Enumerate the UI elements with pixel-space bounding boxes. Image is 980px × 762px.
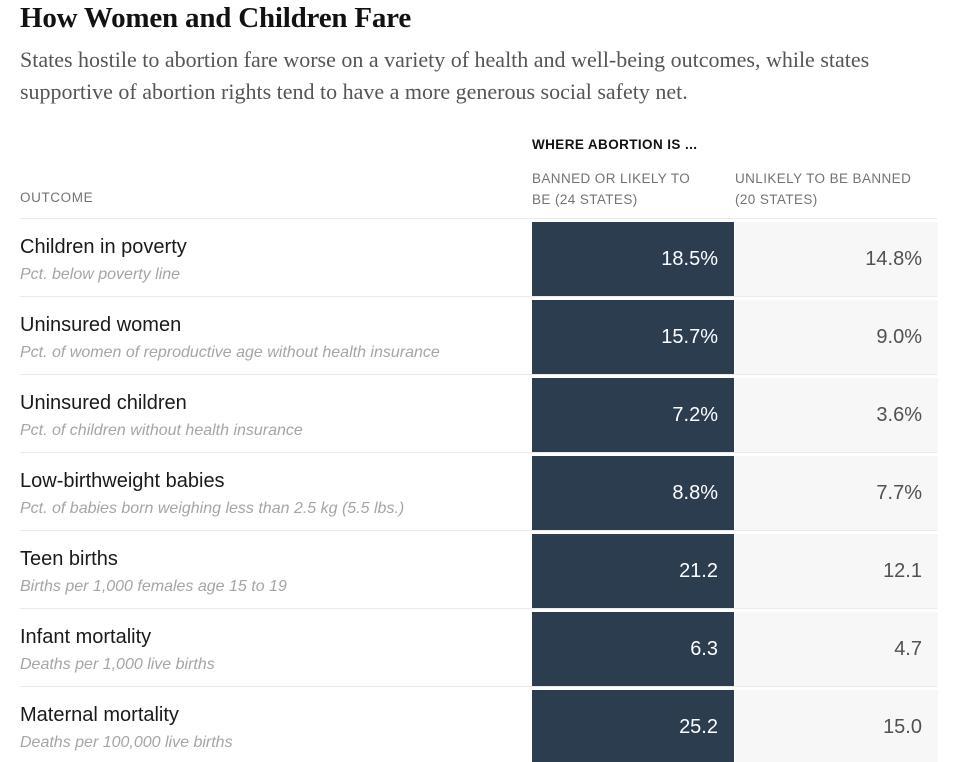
chart-subtitle: States hostile to abortion fare worse on… [20,47,870,104]
outcome-sublabel: Pct. of babies born weighing less than 2… [20,500,405,517]
row-header: Low-birthweight babies Pct. of babies bo… [20,470,510,518]
table-row: Children in poverty Pct. below poverty l… [0,218,980,296]
unlikely-value-cell: 9.0% [735,300,938,374]
row-header: Uninsured women Pct. of women of reprodu… [20,314,510,362]
row-header: Children in poverty Pct. below poverty l… [20,236,510,284]
outcome-label: Infant mortality [20,626,152,648]
banned-value-cell: 18.5% [532,222,734,296]
chart-title: How Women and Children Fare [20,2,411,34]
outcome-label: Teen births [20,548,118,570]
banned-value-cell: 6.3 [532,612,734,686]
unlikely-value-cell: 12.1 [735,534,938,608]
table-row: Uninsured women Pct. of women of reprodu… [0,296,980,374]
row-header: Infant mortality Deaths per 1,000 live b… [20,626,510,674]
unlikely-value-cell: 3.6% [735,378,938,452]
row-header: Teen births Births per 1,000 females age… [20,548,510,596]
table-row: Teen births Births per 1,000 females age… [0,530,980,608]
outcome-label: Uninsured women [20,314,182,336]
table-row: Uninsured children Pct. of children with… [0,374,980,452]
banned-column-header: BANNED OR LIKELY TO BE (24 STATES) [532,171,691,207]
outcome-sublabel: Deaths per 100,000 live births [20,734,233,751]
outcome-sublabel: Pct. of children without health insuranc… [20,422,303,439]
outcome-sublabel: Deaths per 1,000 live births [20,656,215,673]
banned-value-cell: 21.2 [532,534,734,608]
banned-value-cell: 7.2% [532,378,734,452]
unlikely-value-cell: 14.8% [735,222,938,296]
table-row: Low-birthweight babies Pct. of babies bo… [0,452,980,530]
outcome-label: Children in poverty [20,236,187,258]
table-row: Maternal mortality Deaths per 100,000 li… [0,686,980,762]
table-body: Children in poverty Pct. below poverty l… [0,218,980,762]
row-header: Uninsured children Pct. of children with… [20,392,510,440]
table-row: Infant mortality Deaths per 1,000 live b… [0,608,980,686]
unlikely-value-cell: 7.7% [735,456,938,530]
outcome-sublabel: Pct. below poverty line [20,266,181,283]
outcome-column-header: OUTCOME [20,190,94,205]
unlikely-value-cell: 4.7 [735,612,938,686]
outcome-sublabel: Pct. of women of reproductive age withou… [20,344,440,361]
banned-value-cell: 25.2 [532,690,734,762]
unlikely-value-cell: 15.0 [735,690,938,762]
column-group-header: WHERE ABORTION IS ... [532,137,698,152]
outcome-label: Uninsured children [20,392,187,414]
unlikely-column-header: UNLIKELY TO BE BANNED (20 STATES) [735,171,912,207]
banned-value-cell: 8.8% [532,456,734,530]
banned-value-cell: 15.7% [532,300,734,374]
outcome-label: Low-birthweight babies [20,470,225,492]
outcome-label: Maternal mortality [20,704,179,726]
row-header: Maternal mortality Deaths per 100,000 li… [20,704,510,752]
outcome-sublabel: Births per 1,000 females age 15 to 19 [20,578,287,595]
